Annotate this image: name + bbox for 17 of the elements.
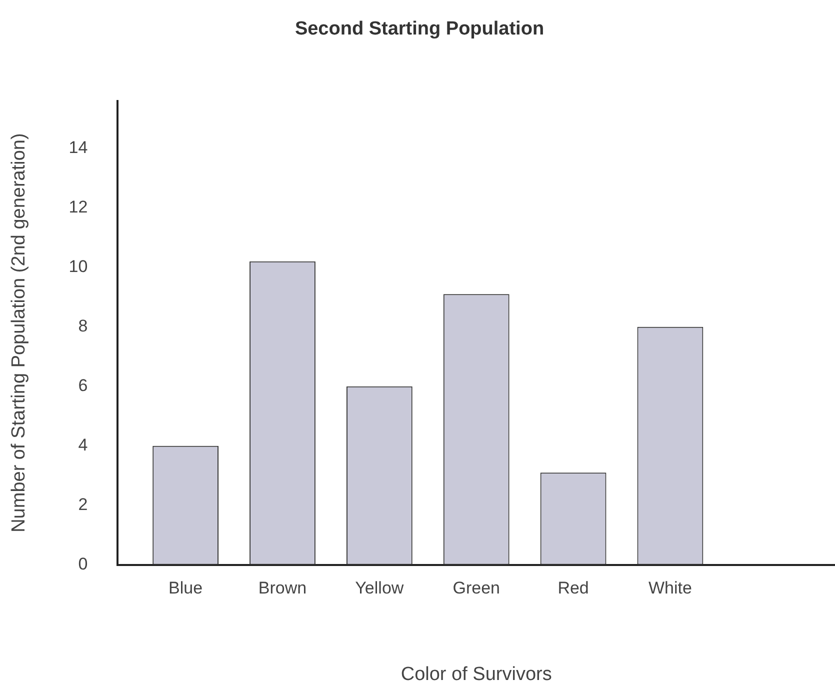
y-tick-label: 2 xyxy=(78,495,88,514)
y-tick-label: 0 xyxy=(78,554,88,574)
chart-title: Second Starting Population xyxy=(294,18,544,40)
y-tick-label: 10 xyxy=(68,257,88,276)
x-tick-label: Brown xyxy=(258,578,307,598)
y-tick-label: 4 xyxy=(78,436,88,455)
y-tick-label: 6 xyxy=(78,376,88,396)
x-tick-label: Yellow xyxy=(355,578,404,598)
x-tick-label: Blue xyxy=(168,578,203,598)
y-tick-label: 14 xyxy=(68,138,88,158)
y-tick-label: 8 xyxy=(78,316,88,336)
x-tick-label: Red xyxy=(558,578,589,598)
x-tick-label: White xyxy=(648,578,692,598)
y-axis-title: Number of Starting Population (2nd generation) xyxy=(8,133,30,532)
y-tick-label: 12 xyxy=(68,198,88,217)
x-tick-label: Green xyxy=(452,578,500,598)
x-axis-title: Color of Survivors xyxy=(400,664,552,685)
